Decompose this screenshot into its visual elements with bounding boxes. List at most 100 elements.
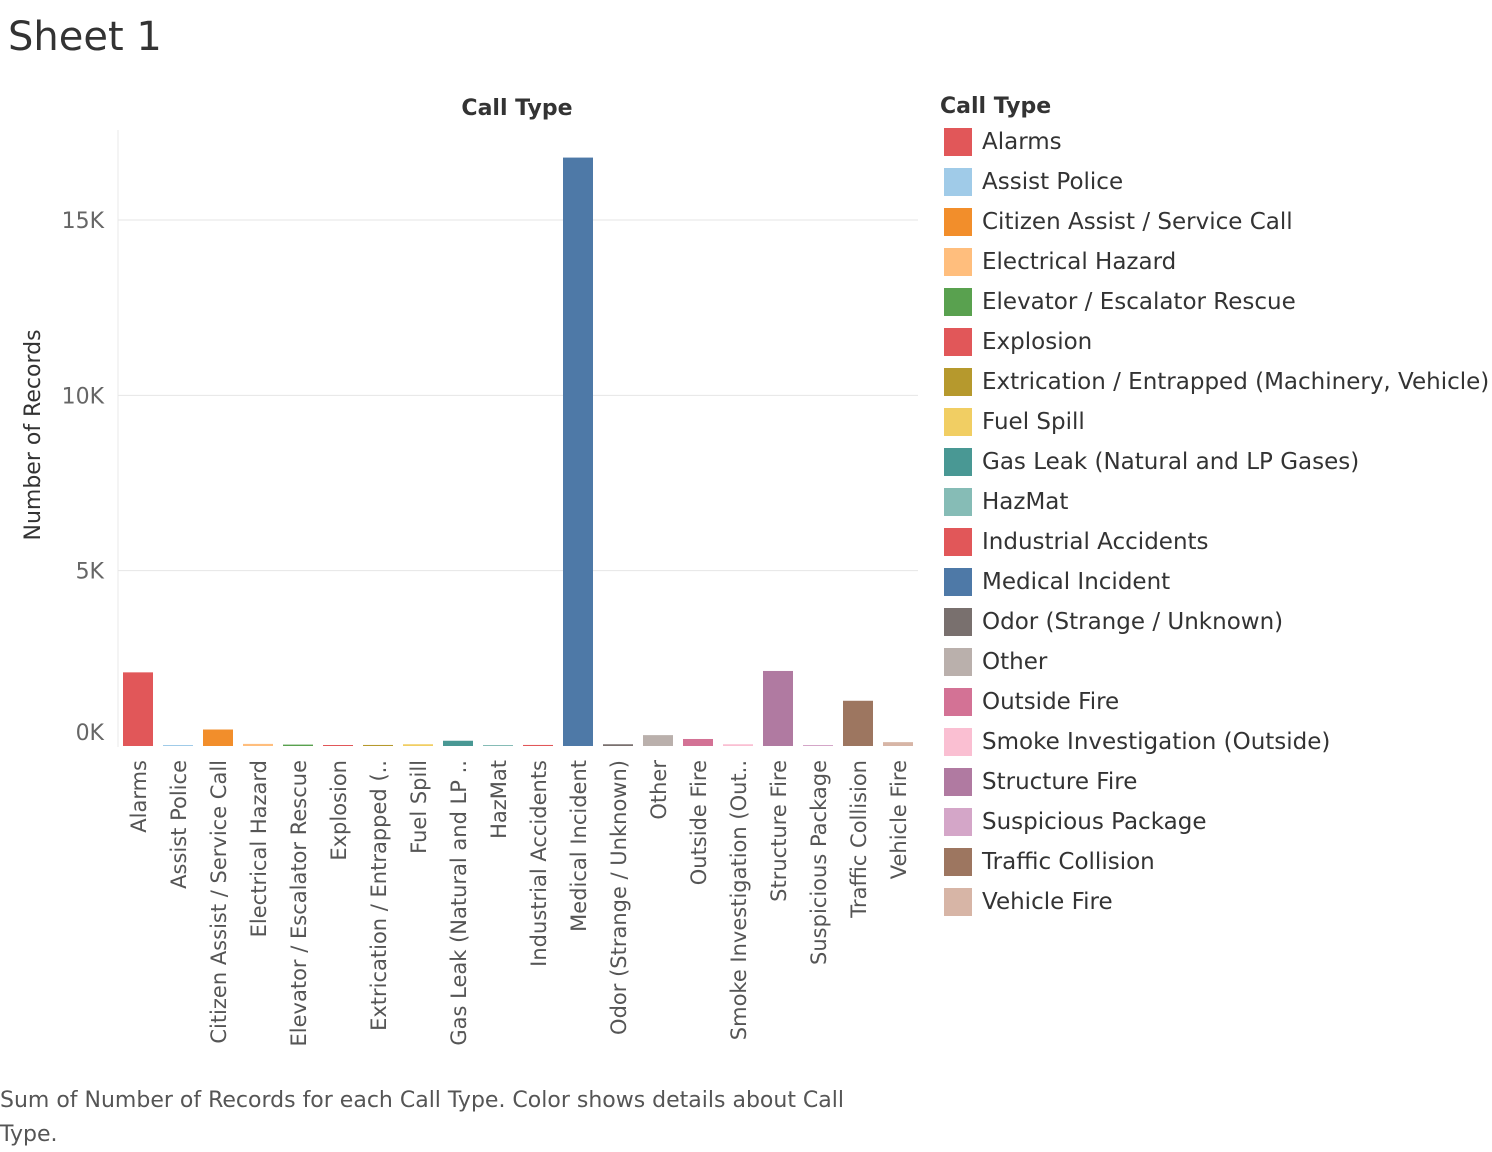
x-tick-label: Suspicious Package xyxy=(807,760,831,965)
bar[interactable] xyxy=(363,744,393,746)
legend-label: Citizen Assist / Service Call xyxy=(982,209,1293,235)
x-tick-label: Traffic Collision xyxy=(847,760,871,919)
y-tick-label: 10K xyxy=(62,384,105,409)
legend-label: HazMat xyxy=(982,489,1069,515)
legend-swatch xyxy=(944,728,972,756)
x-tick-label: Explosion xyxy=(327,760,351,861)
legend-item[interactable]: Electrical Hazard xyxy=(940,242,1489,282)
legend-item[interactable]: Other xyxy=(940,642,1489,682)
x-tick-label: Structure Fire xyxy=(767,760,791,902)
bar[interactable] xyxy=(203,729,233,746)
legend-swatch xyxy=(944,888,972,916)
legend-swatch xyxy=(944,768,972,796)
x-tick-label: Smoke Investigation (Out.. xyxy=(727,760,751,1040)
bar[interactable] xyxy=(603,744,633,746)
legend-item[interactable]: Vehicle Fire xyxy=(940,882,1489,922)
x-tick-label: Industrial Accidents xyxy=(527,760,551,967)
x-tick-label: Other xyxy=(647,760,671,820)
bar[interactable] xyxy=(763,670,793,746)
bar[interactable] xyxy=(523,744,553,746)
legend-label: Outside Fire xyxy=(982,689,1120,715)
x-tick-label: Elevator / Escalator Rescue xyxy=(287,760,311,1046)
legend-item[interactable]: Traffic Collision xyxy=(940,842,1489,882)
legend-label: Structure Fire xyxy=(982,769,1138,795)
legend-swatch xyxy=(944,568,972,596)
bar[interactable] xyxy=(843,700,873,746)
legend-swatch xyxy=(944,808,972,836)
y-tick-label: 5K xyxy=(76,560,105,585)
bar[interactable] xyxy=(683,738,713,746)
legend-label: Alarms xyxy=(982,129,1062,155)
legend-swatch xyxy=(944,128,972,156)
legend-item[interactable]: Structure Fire xyxy=(940,762,1489,802)
legend-item[interactable]: Extrication / Entrapped (Machinery, Vehi… xyxy=(940,362,1489,402)
x-tick-label: Odor (Strange / Unknown) xyxy=(607,760,631,1035)
chart-title: Call Type xyxy=(461,96,572,121)
legend-label: Assist Police xyxy=(982,169,1124,195)
legend-item[interactable]: Elevator / Escalator Rescue xyxy=(940,282,1489,322)
legend-label: Gas Leak (Natural and LP Gases) xyxy=(982,449,1360,475)
bar[interactable] xyxy=(123,672,153,746)
x-tick-label: Outside Fire xyxy=(687,760,711,885)
legend-item[interactable]: Odor (Strange / Unknown) xyxy=(940,602,1489,642)
x-tick-label: Vehicle Fire xyxy=(887,760,911,879)
x-tick-label: Alarms xyxy=(127,760,151,833)
y-tick-label: 15K xyxy=(62,209,105,234)
legend-item[interactable]: Industrial Accidents xyxy=(940,522,1489,562)
legend-item[interactable]: Assist Police xyxy=(940,162,1489,202)
legend-item[interactable]: Citizen Assist / Service Call xyxy=(940,202,1489,242)
bar[interactable] xyxy=(323,745,353,746)
legend: Call Type Alarms Assist Police Citizen Ass… xyxy=(940,92,1489,922)
legend-label: Vehicle Fire xyxy=(982,889,1113,915)
legend-item[interactable]: Gas Leak (Natural and LP Gases) xyxy=(940,442,1489,482)
bar[interactable] xyxy=(883,742,913,746)
bar[interactable] xyxy=(723,744,753,746)
bar[interactable] xyxy=(443,740,473,746)
sheet-title: Sheet 1 xyxy=(8,14,162,60)
bar[interactable] xyxy=(483,745,513,746)
legend-title: Call Type xyxy=(940,94,1052,119)
x-tick-label: Fuel Spill xyxy=(407,760,431,854)
legend-swatch xyxy=(944,448,972,476)
legend-label: Explosion xyxy=(982,329,1093,355)
legend-item[interactable]: Explosion xyxy=(940,322,1489,362)
legend-label: Elevator / Escalator Rescue xyxy=(982,289,1296,315)
legend-item[interactable]: Smoke Investigation (Outside) xyxy=(940,722,1489,762)
bar[interactable] xyxy=(563,157,593,747)
x-tick-label: Electrical Hazard xyxy=(247,760,271,937)
x-tick-label: Assist Police xyxy=(167,760,191,889)
legend-item[interactable]: Suspicious Package xyxy=(940,802,1489,842)
legend-label: Electrical Hazard xyxy=(982,249,1177,275)
bar[interactable] xyxy=(283,744,313,746)
legend-item[interactable]: Alarms xyxy=(940,122,1489,162)
legend-swatch xyxy=(944,168,972,196)
bar[interactable] xyxy=(243,743,273,746)
legend-swatch xyxy=(944,528,972,556)
legend-label: Suspicious Package xyxy=(982,809,1207,835)
x-tick-label: Extrication / Entrapped (.. xyxy=(367,760,391,1031)
legend-swatch xyxy=(944,648,972,676)
legend-label: Odor (Strange / Unknown) xyxy=(982,609,1284,635)
bar[interactable] xyxy=(403,744,433,746)
legend-label: Extrication / Entrapped (Machinery, Vehi… xyxy=(982,369,1490,395)
legend-swatch xyxy=(944,608,972,636)
legend-item[interactable]: Fuel Spill xyxy=(940,402,1489,442)
legend-item[interactable]: Medical Incident xyxy=(940,562,1489,602)
legend-swatch xyxy=(944,688,972,716)
bar[interactable] xyxy=(643,735,673,746)
bar[interactable] xyxy=(803,745,833,746)
legend-swatch xyxy=(944,488,972,516)
bar[interactable] xyxy=(163,745,193,746)
legend-label: Industrial Accidents xyxy=(982,529,1209,555)
bar-chart: Call Type Number of Records 0K 5K 10K 15K Al… xyxy=(21,96,918,1046)
legend-swatch xyxy=(944,368,972,396)
legend-item[interactable]: HazMat xyxy=(940,482,1489,522)
chart-caption: Sum of Number of Records for each Call T… xyxy=(0,1088,845,1147)
x-tick-label: HazMat xyxy=(487,760,511,839)
x-tick-label: Citizen Assist / Service Call xyxy=(207,760,231,1044)
x-tick-label: Medical Incident xyxy=(567,760,591,932)
legend-item[interactable]: Outside Fire xyxy=(940,682,1489,722)
y-axis-label: Number of Records xyxy=(21,329,46,540)
y-tick-label: 0K xyxy=(76,721,105,746)
legend-swatch xyxy=(944,288,972,316)
